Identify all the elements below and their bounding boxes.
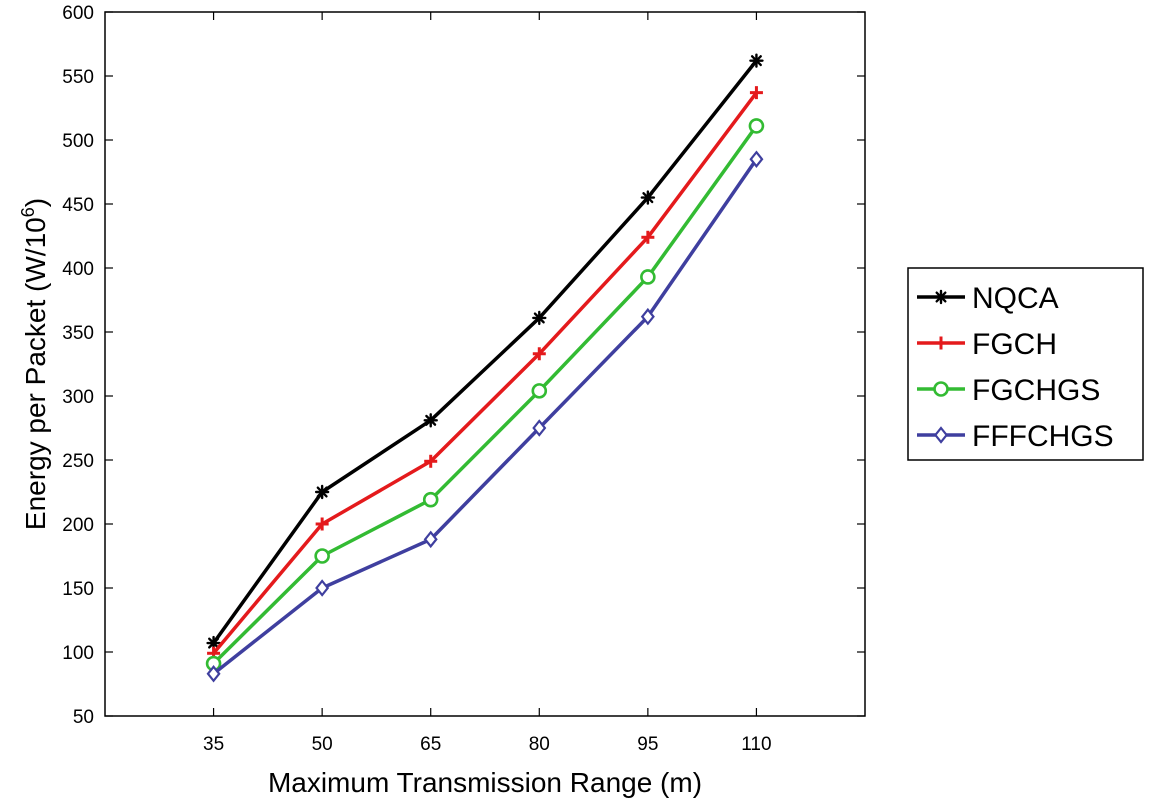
legend-label-fgch: FGCH bbox=[972, 328, 1057, 361]
series-line-nqca bbox=[212, 59, 758, 645]
legend-marker-fgch bbox=[934, 336, 948, 350]
data-point-fgchgs bbox=[640, 269, 656, 285]
x-tick-label: 65 bbox=[420, 734, 441, 755]
y-axis-label-main: Energy per Packet (W/10 bbox=[20, 217, 51, 530]
data-point-nqca bbox=[206, 635, 221, 651]
legend-label-fgchgs: FGCHGS bbox=[972, 374, 1100, 407]
legend-item-fffchgs: FFFCHGS bbox=[917, 420, 1114, 453]
legend-marker-fffchgs bbox=[933, 426, 949, 444]
series-fffchgs bbox=[206, 150, 764, 683]
y-tick-label: 250 bbox=[62, 451, 94, 472]
legend-box bbox=[907, 267, 1144, 461]
y-tick-label: 350 bbox=[62, 323, 94, 344]
y-tick-label: 200 bbox=[62, 515, 94, 536]
data-point-nqca bbox=[423, 413, 438, 428]
y-tick-label: 100 bbox=[62, 643, 94, 664]
data-point-fgch bbox=[641, 230, 655, 244]
legend-item-nqca: NQCA bbox=[917, 282, 1059, 315]
data-point-fgchgs bbox=[531, 383, 548, 399]
series-line-fffchgs bbox=[212, 158, 758, 676]
series-nqca bbox=[206, 53, 764, 651]
series-line-fgchgs bbox=[212, 124, 758, 665]
data-point-fffchgs bbox=[315, 579, 330, 597]
data-point-fgchgs bbox=[314, 548, 330, 564]
y-tick-label: 50 bbox=[73, 707, 94, 728]
data-point-fgch bbox=[749, 86, 763, 100]
x-axis-ticks: 35 50 65 80 95 110 bbox=[203, 12, 772, 755]
series-line-fgch bbox=[212, 91, 758, 655]
data-point-fffchgs bbox=[206, 664, 221, 683]
y-tick-label: 400 bbox=[62, 259, 94, 280]
plot-area bbox=[104, 11, 866, 717]
x-axis-label: Maximum Transmission Range (m) bbox=[268, 767, 702, 798]
series-layer bbox=[205, 53, 765, 683]
y-tick-label: 550 bbox=[62, 67, 94, 88]
data-point-fffchgs bbox=[532, 419, 547, 437]
y-tick-label: 600 bbox=[62, 3, 94, 24]
data-point-fgchgs bbox=[422, 491, 439, 508]
legend: NQCA FGCH FGCHGS FFFCHGS bbox=[907, 267, 1144, 461]
data-point-nqca bbox=[640, 190, 656, 205]
data-point-fffchgs bbox=[749, 150, 764, 168]
x-tick-label: 95 bbox=[637, 734, 658, 755]
data-point-fgch bbox=[315, 517, 329, 531]
x-tick-label: 80 bbox=[529, 734, 550, 755]
y-tick-label: 150 bbox=[62, 579, 94, 600]
y-tick-label: 300 bbox=[62, 387, 94, 408]
x-tick-label: 110 bbox=[741, 734, 771, 755]
data-point-nqca bbox=[314, 484, 330, 500]
y-axis-ticks: 50 100 150 200 250 300 350 400 450 500 550 600 bbox=[62, 3, 865, 728]
data-point-fgch bbox=[424, 454, 438, 468]
legend-label-nqca: NQCA bbox=[972, 282, 1059, 315]
data-point-fffchgs bbox=[640, 307, 655, 326]
series-fgchgs bbox=[205, 118, 765, 672]
legend-item-fgchgs: FGCHGS bbox=[917, 374, 1100, 407]
data-point-fgch bbox=[532, 347, 546, 361]
y-tick-label: 500 bbox=[62, 131, 94, 152]
y-axis-label-close: ) bbox=[20, 198, 51, 207]
y-axis-label-exponent: 6 bbox=[18, 207, 38, 217]
series-fgch bbox=[207, 86, 763, 660]
legend-item-fgch: FGCH bbox=[917, 328, 1057, 361]
legend-marker-nqca bbox=[933, 289, 949, 305]
x-tick-label: 50 bbox=[312, 734, 333, 755]
data-point-fffchgs bbox=[423, 530, 438, 549]
data-point-nqca bbox=[749, 53, 764, 68]
legend-marker-fgchgs bbox=[933, 381, 949, 397]
y-tick-label: 450 bbox=[62, 195, 94, 216]
legend-label-fffchgs: FFFCHGS bbox=[972, 420, 1114, 453]
x-tick-label: 35 bbox=[203, 734, 224, 755]
data-point-fgchgs bbox=[748, 118, 765, 134]
data-point-nqca bbox=[532, 310, 547, 326]
y-axis-label: Energy per Packet (W/106) bbox=[18, 198, 51, 530]
